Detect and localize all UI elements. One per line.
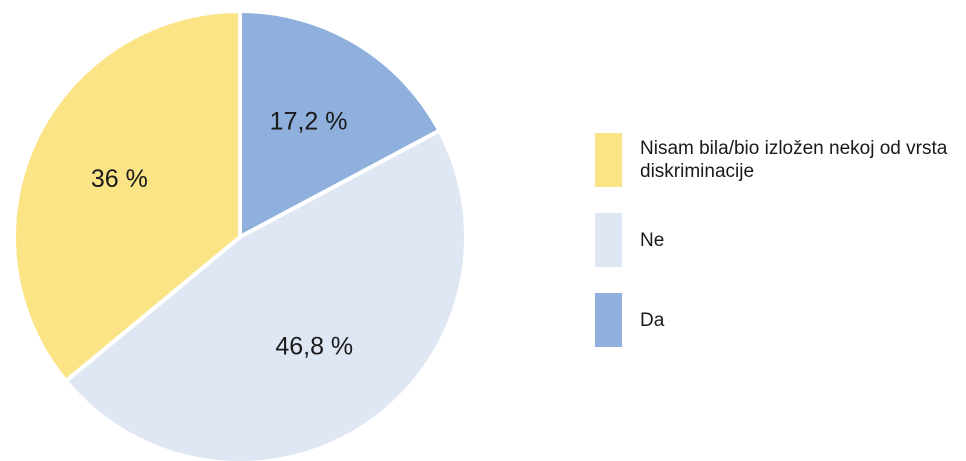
legend-item: Ne <box>595 213 960 267</box>
data-label: 46,8 % <box>275 332 353 360</box>
legend: Nisam bila/bio izložen nekoj od vrsta di… <box>595 133 960 373</box>
legend-item: Nisam bila/bio izložen nekoj od vrsta di… <box>595 133 960 187</box>
data-label: 36 % <box>91 165 148 193</box>
legend-swatch <box>595 133 622 187</box>
pie-slice <box>12 9 242 384</box>
pie-slice <box>238 9 442 239</box>
legend-label: Da <box>640 309 665 331</box>
legend-swatch <box>595 293 622 347</box>
legend-swatch <box>595 213 622 267</box>
legend-item: Da <box>595 293 960 347</box>
legend-label: Nisam bila/bio izložen nekoj od vrsta di… <box>640 138 948 182</box>
legend-label: Ne <box>640 229 665 251</box>
chart: 17,2 % 46,8 % 36 % <box>12 9 468 461</box>
pie-slice <box>63 128 468 461</box>
data-label: 17,2 % <box>270 107 348 135</box>
